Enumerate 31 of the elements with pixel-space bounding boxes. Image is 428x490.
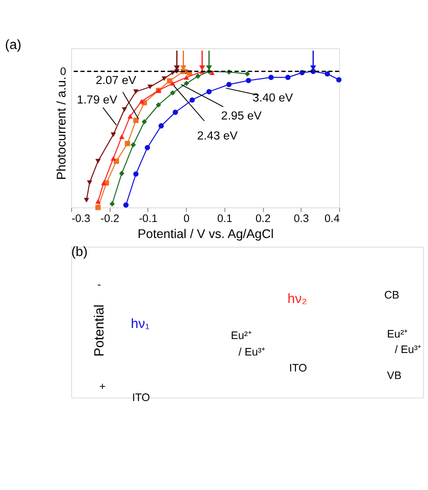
- text: ITO: [132, 392, 150, 404]
- annotation: 2.07 eV: [96, 74, 136, 87]
- text: ITO: [289, 362, 308, 375]
- x-axis-title: Potential / V vs. Ag/AgCl: [138, 227, 274, 242]
- x-tick-label: 0: [183, 213, 190, 226]
- annotation: 2.43 eV: [197, 129, 238, 142]
- text: +: [99, 381, 106, 394]
- x-tick-label: 0.2: [255, 213, 271, 226]
- text: -: [97, 278, 102, 291]
- text: hν₂: [288, 290, 307, 306]
- annotation: 3.40 eV: [252, 92, 294, 105]
- text: hν₁: [130, 316, 150, 332]
- x-tick-label: 0.4: [324, 213, 340, 226]
- text: CB: [384, 290, 400, 302]
- text: VB: [386, 370, 402, 382]
- text: (b): [71, 244, 88, 260]
- y-axis-title: Photocurrent / a.u.: [54, 76, 69, 180]
- chart-title: (a): [5, 37, 22, 52]
- x-tick-label: -0.3: [72, 213, 90, 226]
- x-tick-label: -0.2: [100, 213, 120, 226]
- text: Potential: [91, 304, 106, 357]
- text: Eu²⁺: [387, 328, 408, 340]
- ref-line-label: 0: [60, 66, 66, 78]
- x-tick-label: -0.1: [138, 213, 158, 226]
- text: / Eu³⁺: [238, 346, 266, 359]
- annotation: 1.79 eV: [76, 93, 118, 106]
- text: / Eu³⁺: [394, 344, 422, 356]
- annotation: 2.95 eV: [221, 110, 262, 123]
- x-tick-label: 0.3: [294, 213, 309, 226]
- text: Eu²⁺: [230, 330, 252, 342]
- x-tick-label: 0.1: [217, 213, 232, 226]
